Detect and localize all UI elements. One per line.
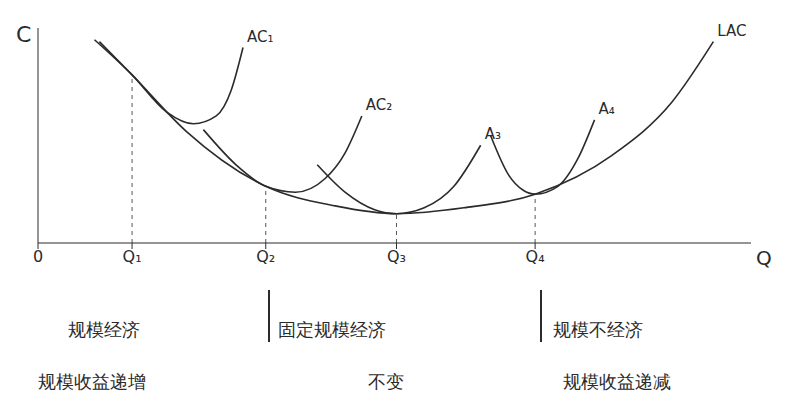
svg-text:Q: Q xyxy=(756,246,772,270)
html-text:规模收益递减: 规模收益递减 xyxy=(563,371,671,392)
html-text:不变: 不变 xyxy=(368,371,404,392)
html-text:规模收益递增: 规模收益递增 xyxy=(38,371,146,392)
html-text:规模经济: 规模经济 xyxy=(68,319,140,340)
svg-text:A₄: A₄ xyxy=(599,100,615,118)
svg-text:AC₁: AC₁ xyxy=(247,28,273,46)
svg-text:Q₁: Q₁ xyxy=(123,247,142,266)
svg-text:AC₂: AC₂ xyxy=(366,96,392,114)
svg-text:LAC: LAC xyxy=(717,22,746,40)
svg-text:A₃: A₃ xyxy=(485,125,501,143)
svg-text:Q₂: Q₂ xyxy=(256,247,275,266)
svg-text:Q₄: Q₄ xyxy=(526,247,545,266)
html-text:固定规模经济: 固定规模经济 xyxy=(278,319,386,340)
svg-text:C: C xyxy=(16,22,31,47)
html-text:规模不经济: 规模不经济 xyxy=(553,319,643,340)
svg-text:Q₃: Q₃ xyxy=(387,247,406,266)
svg-text:0: 0 xyxy=(33,247,43,266)
